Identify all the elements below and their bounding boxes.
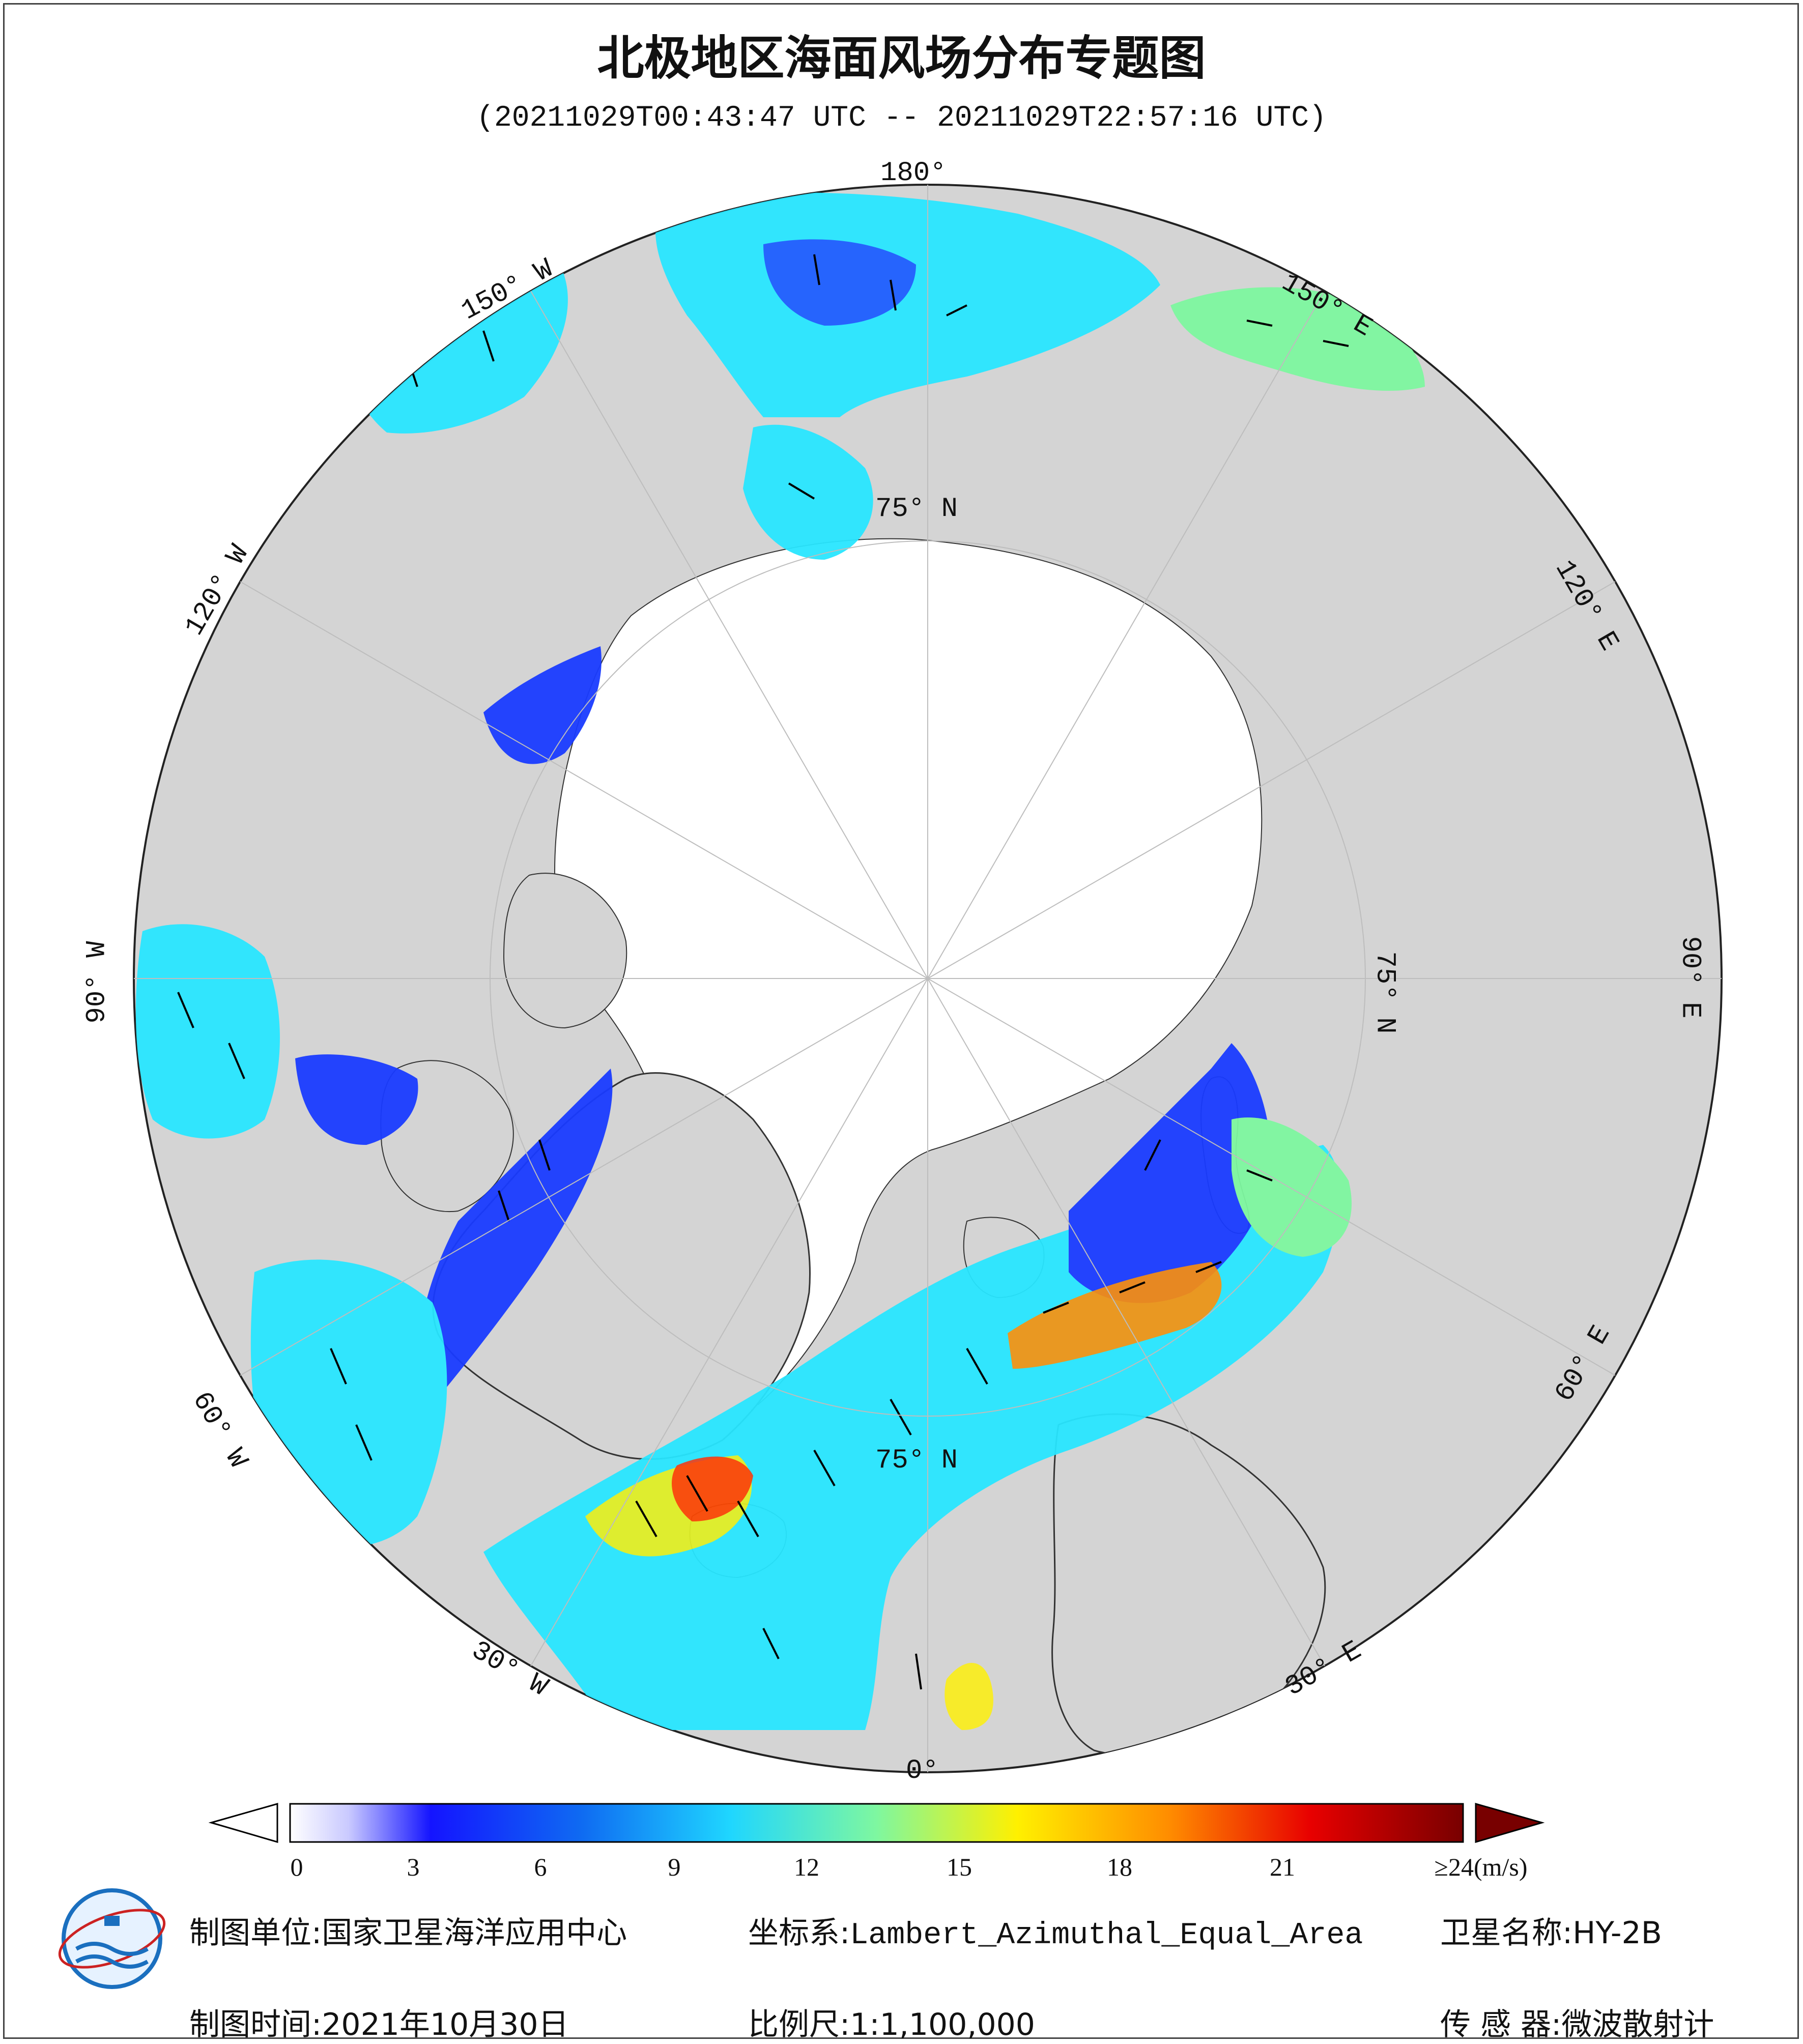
ellesmere-island bbox=[503, 873, 627, 1029]
lat-label-75n-top: 75° N bbox=[875, 494, 958, 525]
wind-arrows bbox=[177, 254, 1349, 1690]
footer-scale: 比例尺:1:1,100,000 bbox=[748, 2000, 1035, 2044]
footer-sensor: 传 感 器:微波散射计 bbox=[1440, 2000, 1714, 2044]
colorbar-tick-24: ≥24(m/s) bbox=[1434, 1853, 1528, 1881]
sensor-label: 传 感 器: bbox=[1440, 2007, 1562, 2042]
time-range-subtitle: (20211029T00:43:47 UTC -- 20211029T22:57… bbox=[476, 102, 1327, 135]
sensor-value: 微波散射计 bbox=[1561, 2007, 1714, 2042]
colorbar-tick-21: 21 bbox=[1270, 1853, 1295, 1881]
colorbar-tick-3: 3 bbox=[407, 1853, 420, 1881]
coord-label: 坐标系: bbox=[748, 1915, 850, 1951]
unit-value: 国家卫星海洋应用中心 bbox=[322, 1915, 627, 1951]
satellite-value: HY-2B bbox=[1572, 1915, 1662, 1951]
lon-label-90e: 90° E bbox=[1674, 936, 1706, 1019]
colorbar-gradient bbox=[289, 1803, 1464, 1843]
nsoas-logo bbox=[58, 1888, 166, 1989]
colorbar-tick-9: 9 bbox=[668, 1853, 681, 1881]
map-content bbox=[134, 185, 1722, 1772]
time-label: 制图时间: bbox=[189, 2007, 322, 2042]
colorbar-tick-6: 6 bbox=[534, 1853, 547, 1881]
coord-value: Lambert_Azimuthal_Equal_Area bbox=[850, 1918, 1363, 1953]
colorbar-tick-18: 18 bbox=[1107, 1853, 1132, 1881]
colorbar-high-arrow bbox=[1475, 1803, 1545, 1844]
footer-unit: 制图单位:国家卫星海洋应用中心 bbox=[189, 1908, 627, 1952]
footer-satellite: 卫星名称:HY-2B bbox=[1440, 1908, 1662, 1952]
map-title: 北极地区海面风场分布专题图 bbox=[597, 31, 1206, 85]
satellite-label: 卫星名称: bbox=[1440, 1915, 1573, 1951]
lat-label-75n-right: 75° N bbox=[1369, 951, 1400, 1034]
footer-time: 制图时间:2021年10月30日 bbox=[189, 2000, 569, 2044]
unit-label: 制图单位: bbox=[189, 1915, 322, 1951]
lon-label-90w: 90° W bbox=[81, 941, 113, 1024]
scale-value: 1:1,100,000 bbox=[850, 2007, 1035, 2042]
colorbar-tick-12: 12 bbox=[794, 1853, 819, 1881]
colorbar-tick-15: 15 bbox=[947, 1853, 972, 1881]
page-frame bbox=[3, 3, 1799, 2039]
colorbar bbox=[208, 1803, 1545, 1844]
graticule bbox=[134, 185, 1722, 1772]
wind-field bbox=[135, 192, 1425, 1730]
time-value: 2021年10月30日 bbox=[322, 2007, 569, 2042]
lon-label-180: 180° bbox=[880, 158, 947, 189]
colorbar-tick-0: 0 bbox=[290, 1853, 303, 1881]
lat-label-75n-bottom: 75° N bbox=[875, 1445, 958, 1476]
lon-label-0: 0° bbox=[906, 1755, 939, 1787]
footer-coord: 坐标系:Lambert_Azimuthal_Equal_Area bbox=[748, 1908, 1363, 1953]
scale-label: 比例尺: bbox=[748, 2007, 850, 2042]
colorbar-low-arrow bbox=[208, 1803, 278, 1844]
